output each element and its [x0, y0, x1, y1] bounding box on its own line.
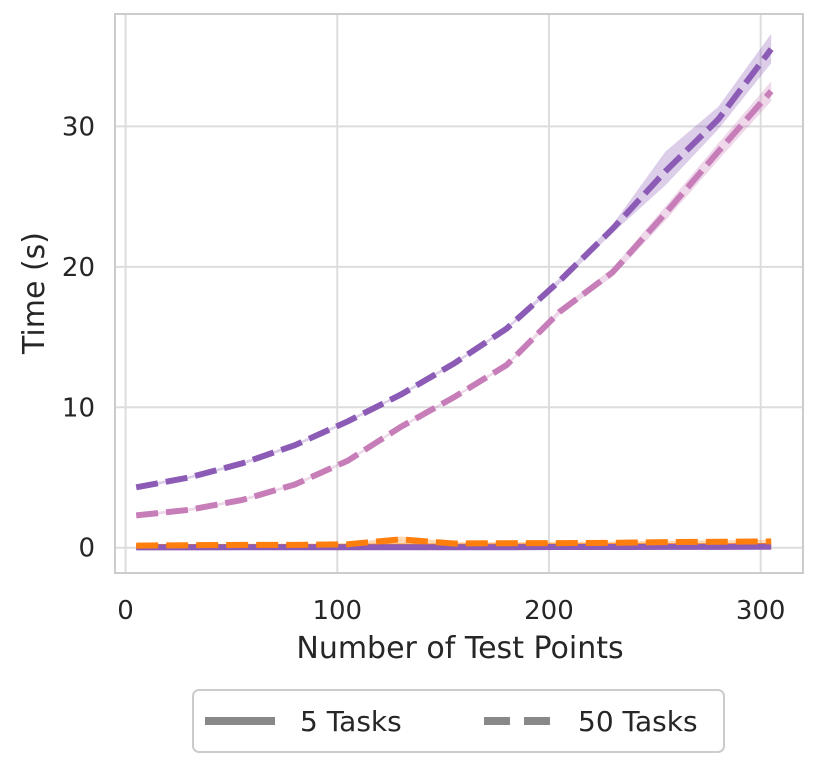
y-axis-title: Time (s)	[17, 232, 52, 355]
x-tick-label-300: 300	[736, 596, 786, 626]
legend: 5 Tasks 50 Tasks	[192, 689, 725, 753]
x-axis-title: Number of Test Points	[296, 631, 623, 666]
plot-frame	[114, 13, 804, 574]
x-tick-label-100: 100	[312, 596, 362, 626]
legend-label-50-tasks: 50 Tasks	[578, 705, 698, 738]
series-lines	[135, 47, 774, 551]
y-tick-label-0: 0	[78, 534, 95, 564]
x-tick-label-200: 200	[524, 596, 574, 626]
legend-label-5-tasks: 5 Tasks	[300, 705, 402, 738]
y-tick-label-20: 20	[62, 253, 95, 283]
series-line-0	[135, 47, 774, 491]
series-band-0	[136, 33, 772, 489]
grid-lines	[115, 14, 803, 573]
legend-frame	[192, 689, 725, 753]
confidence-bands	[136, 33, 772, 547]
tick-labels: 0 100 200 300 0 10 20 30	[62, 112, 786, 626]
series-line-1	[135, 89, 774, 519]
series-line-2	[136, 536, 772, 549]
x-tick-label-0: 0	[117, 596, 134, 626]
y-tick-label-30: 30	[62, 112, 95, 142]
y-tick-label-10: 10	[62, 393, 95, 423]
